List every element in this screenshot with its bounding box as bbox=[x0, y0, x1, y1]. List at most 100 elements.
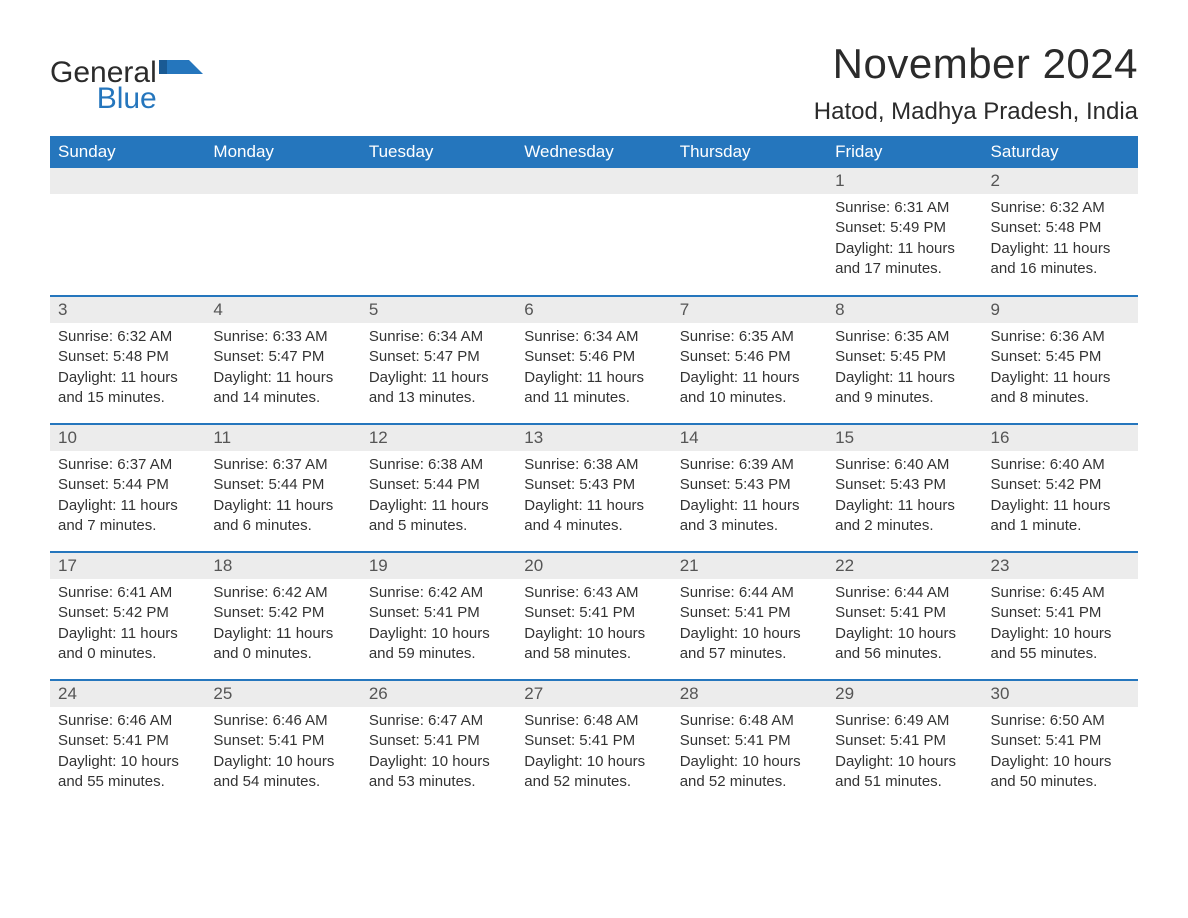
sunset-line: Sunset: 5:41 PM bbox=[835, 603, 974, 623]
day-details: Sunrise: 6:37 AMSunset: 5:44 PMDaylight:… bbox=[205, 451, 360, 542]
location: Hatod, Madhya Pradesh, India bbox=[814, 98, 1138, 126]
sunrise-line: Sunrise: 6:35 AM bbox=[680, 327, 819, 347]
day-number: 18 bbox=[205, 553, 360, 579]
sunrise-line: Sunrise: 6:34 AM bbox=[524, 327, 663, 347]
day-details: Sunrise: 6:33 AMSunset: 5:47 PMDaylight:… bbox=[205, 323, 360, 414]
day-details: Sunrise: 6:31 AMSunset: 5:49 PMDaylight:… bbox=[827, 194, 982, 285]
day-number-empty bbox=[50, 168, 205, 194]
day-details: Sunrise: 6:36 AMSunset: 5:45 PMDaylight:… bbox=[983, 323, 1138, 414]
sunrise-line: Sunrise: 6:46 AM bbox=[58, 711, 197, 731]
calendar-cell: 10Sunrise: 6:37 AMSunset: 5:44 PMDayligh… bbox=[50, 424, 205, 552]
calendar-cell bbox=[516, 168, 671, 296]
day-details: Sunrise: 6:44 AMSunset: 5:41 PMDaylight:… bbox=[672, 579, 827, 670]
day-details: Sunrise: 6:44 AMSunset: 5:41 PMDaylight:… bbox=[827, 579, 982, 670]
calendar-table: SundayMondayTuesdayWednesdayThursdayFrid… bbox=[50, 136, 1138, 808]
day-details: Sunrise: 6:39 AMSunset: 5:43 PMDaylight:… bbox=[672, 451, 827, 542]
calendar-cell: 24 Sunrise: 6:46 AMSunset: 5:41 PMDayligh… bbox=[50, 680, 205, 808]
calendar-cell: 11Sunrise: 6:37 AMSunset: 5:44 PMDayligh… bbox=[205, 424, 360, 552]
daylight-line: Daylight: 11 hours and 10 minutes. bbox=[680, 368, 819, 409]
weekday-header: Tuesday bbox=[361, 136, 516, 168]
calendar-cell bbox=[361, 168, 516, 296]
sunrise-line: Sunrise: 6:42 AM bbox=[369, 583, 508, 603]
day-details: Sunrise: 6:37 AMSunset: 5:44 PMDaylight:… bbox=[50, 451, 205, 542]
daylight-line: Daylight: 10 hours and 58 minutes. bbox=[524, 624, 663, 665]
calendar-cell: 4Sunrise: 6:33 AMSunset: 5:47 PMDaylight… bbox=[205, 296, 360, 424]
daylight-line: Daylight: 10 hours and 59 minutes. bbox=[369, 624, 508, 665]
calendar-cell: 7 Sunrise: 6:35 AMSunset: 5:46 PMDaylight… bbox=[672, 296, 827, 424]
sunrise-line: Sunrise: 6:43 AM bbox=[524, 583, 663, 603]
calendar-cell: 17Sunrise: 6:41 AMSunset: 5:42 PMDayligh… bbox=[50, 552, 205, 680]
sunset-line: Sunset: 5:46 PM bbox=[680, 347, 819, 367]
sunset-line: Sunset: 5:46 PM bbox=[524, 347, 663, 367]
calendar-row: 1Sunrise: 6:31 AMSunset: 5:49 PMDaylight… bbox=[50, 168, 1138, 296]
day-number: 2 bbox=[983, 168, 1138, 194]
calendar-cell: 8Sunrise: 6:35 AMSunset: 5:45 PMDaylight… bbox=[827, 296, 982, 424]
day-number-empty bbox=[205, 168, 360, 194]
day-number: 7 bbox=[672, 297, 827, 323]
daylight-line: Daylight: 10 hours and 50 minutes. bbox=[991, 752, 1130, 793]
sunset-line: Sunset: 5:41 PM bbox=[991, 731, 1130, 751]
daylight-line: Daylight: 10 hours and 51 minutes. bbox=[835, 752, 974, 793]
day-details: Sunrise: 6:42 AMSunset: 5:42 PMDaylight:… bbox=[205, 579, 360, 670]
sunset-line: Sunset: 5:41 PM bbox=[369, 603, 508, 623]
sunrise-line: Sunrise: 6:44 AM bbox=[835, 583, 974, 603]
calendar-cell bbox=[205, 168, 360, 296]
weekday-header: Wednesday bbox=[516, 136, 671, 168]
sunrise-line: Sunrise: 6:45 AM bbox=[991, 583, 1130, 603]
calendar-cell: 2Sunrise: 6:32 AMSunset: 5:48 PMDaylight… bbox=[983, 168, 1138, 296]
day-number: 16 bbox=[983, 425, 1138, 451]
calendar-cell: 5Sunrise: 6:34 AMSunset: 5:47 PMDaylight… bbox=[361, 296, 516, 424]
sunrise-line: Sunrise: 6:38 AM bbox=[369, 455, 508, 475]
daylight-line: Daylight: 11 hours and 1 minute. bbox=[991, 496, 1130, 537]
day-details: Sunrise: 6:40 AMSunset: 5:42 PMDaylight:… bbox=[983, 451, 1138, 542]
day-number: 24 bbox=[50, 681, 205, 707]
day-details: Sunrise: 6:48 AMSunset: 5:41 PMDaylight:… bbox=[672, 707, 827, 798]
logo-flag-icon bbox=[159, 58, 203, 91]
day-number: 12 bbox=[361, 425, 516, 451]
day-number: 28 bbox=[672, 681, 827, 707]
sunset-line: Sunset: 5:41 PM bbox=[369, 731, 508, 751]
sunrise-line: Sunrise: 6:39 AM bbox=[680, 455, 819, 475]
calendar-cell: 26Sunrise: 6:47 AMSunset: 5:41 PMDayligh… bbox=[361, 680, 516, 808]
day-number: 21 bbox=[672, 553, 827, 579]
day-number: 13 bbox=[516, 425, 671, 451]
day-number: 1 bbox=[827, 168, 982, 194]
day-number: 8 bbox=[827, 297, 982, 323]
daylight-line: Daylight: 11 hours and 14 minutes. bbox=[213, 368, 352, 409]
calendar-cell: 19Sunrise: 6:42 AMSunset: 5:41 PMDayligh… bbox=[361, 552, 516, 680]
day-number: 17 bbox=[50, 553, 205, 579]
daylight-line: Daylight: 10 hours and 55 minutes. bbox=[58, 752, 197, 793]
sunrise-line: Sunrise: 6:47 AM bbox=[369, 711, 508, 731]
day-details: Sunrise: 6:45 AMSunset: 5:41 PMDaylight:… bbox=[983, 579, 1138, 670]
sunrise-line: Sunrise: 6:38 AM bbox=[524, 455, 663, 475]
day-number: 14 bbox=[672, 425, 827, 451]
sunset-line: Sunset: 5:42 PM bbox=[213, 603, 352, 623]
day-details: Sunrise: 6:40 AMSunset: 5:43 PMDaylight:… bbox=[827, 451, 982, 542]
day-number: 4 bbox=[205, 297, 360, 323]
day-number-empty bbox=[516, 168, 671, 194]
day-number: 22 bbox=[827, 553, 982, 579]
day-details: Sunrise: 6:34 AMSunset: 5:46 PMDaylight:… bbox=[516, 323, 671, 414]
calendar-row: 24Sunrise: 6:46 AMSunset: 5:41 PMDayligh… bbox=[50, 680, 1138, 808]
daylight-line: Daylight: 11 hours and 5 minutes. bbox=[369, 496, 508, 537]
sunset-line: Sunset: 5:41 PM bbox=[58, 731, 197, 751]
daylight-line: Daylight: 11 hours and 2 minutes. bbox=[835, 496, 974, 537]
weekday-row: SundayMondayTuesdayWednesdayThursdayFrid… bbox=[50, 136, 1138, 168]
sunset-line: Sunset: 5:41 PM bbox=[524, 731, 663, 751]
calendar-cell: 27Sunrise: 6:48 AMSunset: 5:41 PMDayligh… bbox=[516, 680, 671, 808]
day-number: 29 bbox=[827, 681, 982, 707]
daylight-line: Daylight: 10 hours and 56 minutes. bbox=[835, 624, 974, 665]
calendar-cell: 1Sunrise: 6:31 AMSunset: 5:49 PMDaylight… bbox=[827, 168, 982, 296]
daylight-line: Daylight: 11 hours and 0 minutes. bbox=[213, 624, 352, 665]
sunset-line: Sunset: 5:41 PM bbox=[213, 731, 352, 751]
sunrise-line: Sunrise: 6:34 AM bbox=[369, 327, 508, 347]
daylight-line: Daylight: 10 hours and 52 minutes. bbox=[680, 752, 819, 793]
daylight-line: Daylight: 11 hours and 16 minutes. bbox=[991, 239, 1130, 280]
sunrise-line: Sunrise: 6:31 AM bbox=[835, 198, 974, 218]
sunset-line: Sunset: 5:48 PM bbox=[991, 218, 1130, 238]
sunset-line: Sunset: 5:44 PM bbox=[58, 475, 197, 495]
day-details: Sunrise: 6:35 AMSunset: 5:45 PMDaylight:… bbox=[827, 323, 982, 414]
sunset-line: Sunset: 5:47 PM bbox=[369, 347, 508, 367]
weekday-header: Thursday bbox=[672, 136, 827, 168]
daylight-line: Daylight: 10 hours and 55 minutes. bbox=[991, 624, 1130, 665]
